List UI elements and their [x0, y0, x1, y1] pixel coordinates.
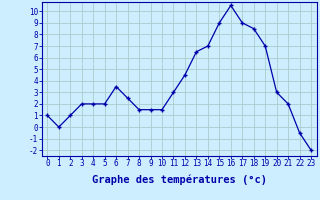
X-axis label: Graphe des températures (°c): Graphe des températures (°c) — [92, 174, 267, 185]
